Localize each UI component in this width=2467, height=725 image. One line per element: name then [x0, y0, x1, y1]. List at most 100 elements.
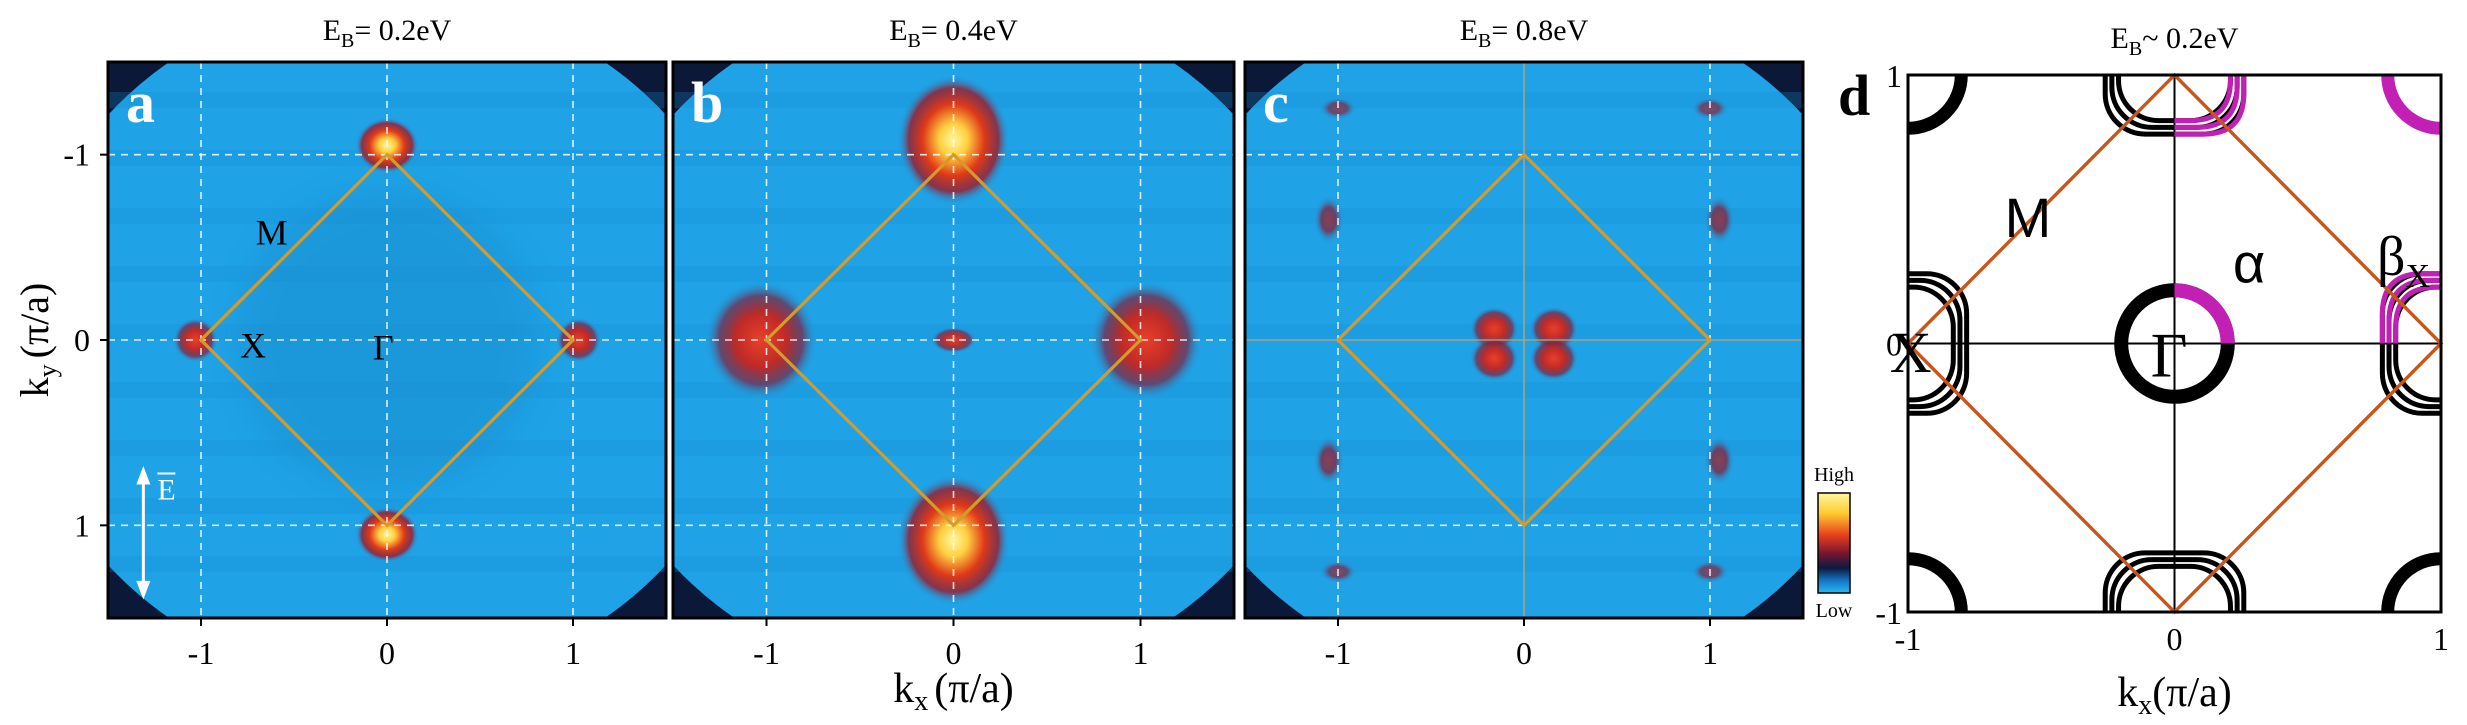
beta-label: βX	[2377, 226, 2430, 295]
panel-title: EB= 0.4eV	[889, 14, 1018, 52]
intensity-hotspot	[1704, 436, 1735, 485]
beta-band-highlight	[2393, 284, 2441, 344]
x-tick-label: -1	[753, 635, 780, 671]
title-value: = 0.2eV	[354, 14, 451, 47]
intensity-hotspot	[173, 317, 218, 363]
band-label: M	[2005, 186, 2052, 249]
x-tick-label: 0	[946, 635, 962, 671]
y-tick-label: 1	[1886, 58, 1902, 94]
panel-b: b EB= 0.4eV -1 0 1 kx (π/a)	[671, 14, 1236, 717]
x-pocket-left	[1908, 271, 1970, 416]
colorbar-high-label: High	[1814, 464, 1854, 486]
xlabel-main: k	[2117, 670, 2138, 716]
top-pocket-highlight	[2174, 75, 2247, 137]
panel-c: c EB= 0.8eV -1 0 1	[1243, 14, 1805, 671]
y-tick-label: 1	[74, 507, 90, 543]
intensity-hotspot	[1529, 336, 1578, 381]
intensity-hotspot	[1319, 97, 1357, 120]
title-value: = 0.4eV	[921, 14, 1018, 47]
top-pocket-highlight	[2174, 75, 2240, 130]
intensity-band	[108, 556, 666, 572]
intensity-hotspot	[1691, 97, 1729, 120]
beta-sub: X	[2406, 258, 2431, 295]
top-pocket-highlight	[2174, 75, 2233, 124]
x-axis-label: kx(π/a)	[2117, 670, 2232, 721]
intensity-band	[108, 92, 666, 108]
xlabel-sub: x	[2138, 690, 2152, 721]
beta-main: β	[2377, 226, 2406, 288]
panel-letter: a	[126, 70, 155, 135]
symmetry-point-label: M	[256, 213, 288, 253]
intensity-hotspot	[704, 280, 817, 400]
y-pocket-bottom	[2109, 557, 2240, 612]
xlabel-sub: x	[914, 686, 928, 717]
title-main: E	[889, 14, 907, 47]
x-tick-label: 0	[379, 635, 395, 671]
y-tick-label: -1	[63, 137, 90, 173]
intensity-band	[673, 440, 1234, 456]
y-tick-label: -1	[1875, 595, 1902, 631]
beta-band-highlight	[2379, 271, 2441, 344]
intensity-hotspot	[897, 74, 1010, 205]
colorbar-low-label: Low	[1816, 600, 1853, 622]
panel-title: EB= 0.2eV	[323, 14, 452, 52]
polarization-label: E	[157, 473, 175, 506]
x-pocket-left	[1908, 277, 1963, 410]
intensity-band	[673, 208, 1234, 224]
ylabel-main: k	[12, 377, 57, 397]
title-main: E	[1460, 14, 1478, 47]
arrow-head-down	[136, 580, 151, 600]
y-tick-label: 0	[74, 322, 90, 358]
x-axis-label: kx(π/a)	[893, 666, 1014, 717]
symmetry-point-label: Γ	[373, 327, 394, 367]
title-value: ~ 0.2eV	[2142, 22, 2239, 55]
xlabel-main: k	[893, 666, 914, 712]
panel-border	[1906, 73, 2443, 614]
x-tick-label: 1	[565, 635, 581, 671]
panel-title: EB~ 0.2eV	[2111, 22, 2239, 60]
colorbar-gradient	[1817, 492, 1851, 594]
panel-letter: c	[1263, 70, 1289, 135]
x-tick-label: -1	[1895, 621, 1922, 657]
intensity-hotspot	[1313, 195, 1344, 244]
title-value: = 0.8eV	[1491, 14, 1588, 47]
intensity-hotspot	[1313, 436, 1344, 485]
intensity-hotspot	[1470, 336, 1519, 381]
xlabel-unit: (π/a)	[934, 666, 1014, 712]
x-tick-label: 1	[1702, 635, 1718, 671]
x-tick-label: 1	[2433, 621, 2449, 657]
title-subscript: B	[1478, 30, 1491, 52]
intensity-hotspot	[897, 475, 1010, 606]
band-label: X	[1890, 320, 1932, 385]
title-main: E	[323, 14, 341, 47]
ylabel-sub: y	[33, 364, 62, 377]
xlabel-unit: (π/a)	[2152, 670, 2232, 716]
title-subscript: B	[2129, 38, 2142, 60]
brillouin-zone	[1335, 152, 1713, 528]
panel-letter: d	[1838, 63, 1870, 128]
title-main: E	[2111, 22, 2129, 55]
arrow-head-up	[136, 466, 151, 485]
x-tick-label: -1	[1325, 635, 1352, 671]
ylabel-unit: (π/a)	[12, 283, 57, 359]
y-axis-label: ky (π/a)	[12, 283, 62, 398]
x-tick-label: 1	[1133, 635, 1149, 671]
x-tick-label: -1	[188, 635, 215, 671]
title-subscript: B	[908, 30, 921, 52]
colorbar: High Low	[1814, 464, 1854, 622]
panel-title: EB= 0.8eV	[1460, 14, 1589, 52]
panel-letter: b	[691, 70, 723, 135]
title-subscript: B	[341, 30, 354, 52]
brillouin-zone	[764, 152, 1143, 528]
alpha-band-highlight	[2174, 283, 2235, 344]
symmetry-point-label: X	[240, 326, 266, 366]
intensity-hotspot	[1704, 195, 1735, 244]
x-tick-label: 0	[2167, 621, 2183, 657]
band-label: Γ	[2151, 320, 2188, 391]
brillouin-zone	[198, 152, 576, 528]
y-tick-label: 0	[1886, 327, 1902, 363]
x-pocket-left	[1908, 284, 1956, 403]
